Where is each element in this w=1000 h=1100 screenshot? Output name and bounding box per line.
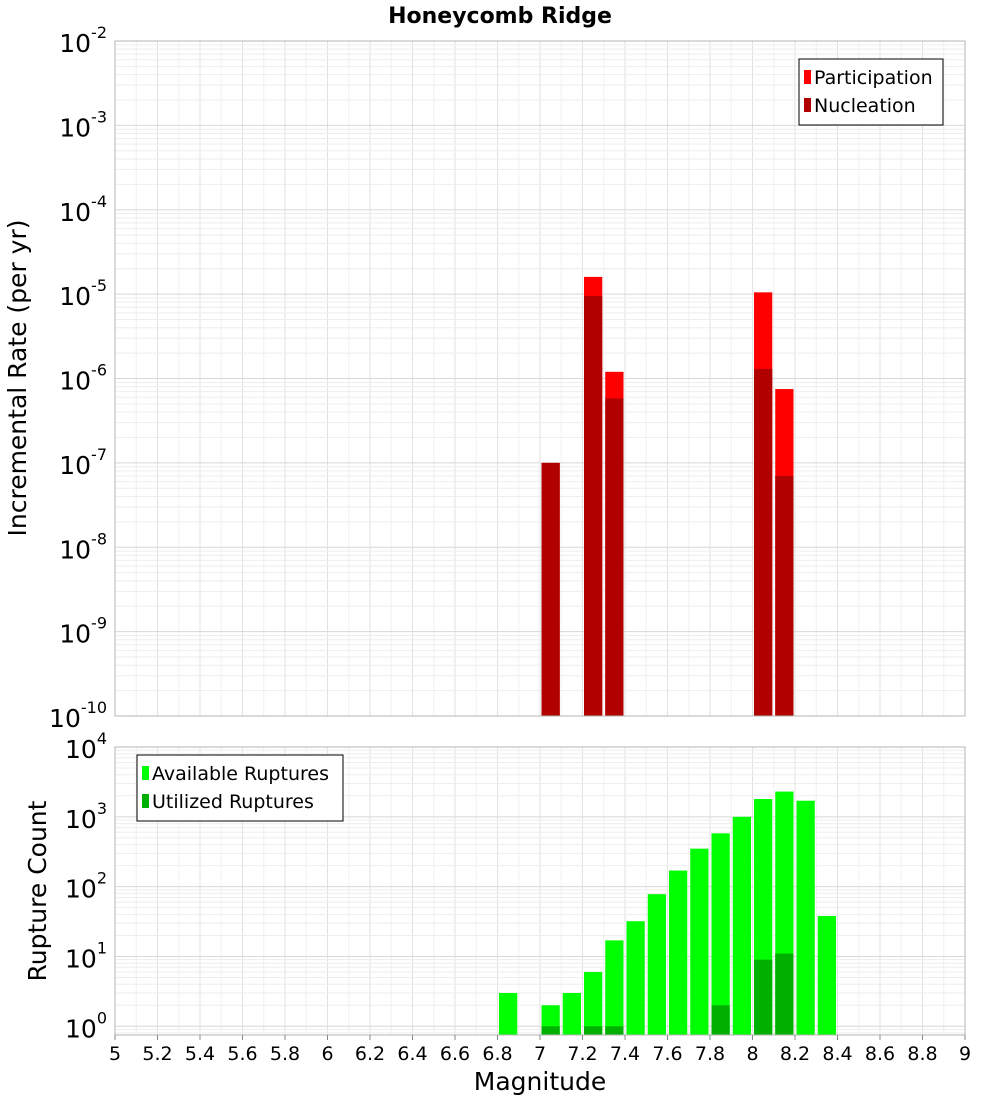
x-tick-label: 7.2 xyxy=(567,1043,597,1065)
bar-available-ruptures xyxy=(711,833,730,1035)
bar-available-ruptures xyxy=(796,800,815,1035)
x-tick-label: 7.6 xyxy=(652,1043,682,1065)
y-tick-label: 10-7 xyxy=(59,445,107,480)
top-y-axis-label: Incremental Rate (per yr) xyxy=(3,220,32,537)
bar-nucleation xyxy=(775,475,794,716)
legend-swatch xyxy=(804,70,811,84)
legend-swatch xyxy=(804,98,811,112)
x-tick-label: 6.8 xyxy=(482,1043,512,1065)
plot-frame-0 xyxy=(114,40,966,717)
legend-label: Participation xyxy=(814,67,933,89)
y-tick-label: 10-3 xyxy=(59,107,107,142)
x-tick-label: 6.2 xyxy=(355,1043,385,1065)
bar-nucleation xyxy=(605,398,624,716)
x-tick-label: 8.8 xyxy=(907,1043,937,1065)
y-tick-label: 100 xyxy=(65,1008,107,1043)
legend-swatch xyxy=(142,766,149,780)
bar-nucleation xyxy=(584,296,603,716)
x-tick-label: 7 xyxy=(534,1043,546,1065)
x-tick-label: 5.4 xyxy=(185,1043,215,1065)
bar-nucleation xyxy=(754,368,773,716)
x-tick-label: 5.2 xyxy=(142,1043,172,1065)
y-tick-label: 10-8 xyxy=(59,529,107,564)
x-tick-label: 5 xyxy=(109,1043,121,1065)
legend-label: Nucleation xyxy=(814,95,916,117)
bar-utilized-ruptures xyxy=(711,1005,730,1035)
bar-nucleation xyxy=(541,462,560,716)
bar-available-ruptures xyxy=(690,848,709,1035)
bar-utilized-ruptures xyxy=(584,1026,603,1035)
x-tick-label: 6.4 xyxy=(397,1043,427,1065)
bar-available-ruptures xyxy=(669,870,688,1035)
top-legend xyxy=(798,58,944,126)
y-tick-label: 10-6 xyxy=(59,361,107,396)
x-tick-label: 8.4 xyxy=(822,1043,852,1065)
bar-utilized-ruptures xyxy=(541,1026,560,1035)
legend-swatch xyxy=(142,794,149,808)
bar-available-ruptures xyxy=(499,992,518,1035)
bottom-legend xyxy=(136,754,344,822)
x-tick-label: 8.6 xyxy=(865,1043,895,1065)
y-tick-label: 104 xyxy=(65,729,107,764)
chart-title: Honeycomb Ridge xyxy=(388,4,612,29)
x-tick-label: 6.6 xyxy=(440,1043,470,1065)
x-tick-label: 5.8 xyxy=(270,1043,300,1065)
legend-label: Available Ruptures xyxy=(152,763,329,785)
x-axis-label: Magnitude xyxy=(474,1067,606,1096)
x-tick-label: 6 xyxy=(321,1043,333,1065)
bar-available-ruptures xyxy=(817,915,836,1035)
y-tick-label: 10-2 xyxy=(59,23,107,58)
bar-available-ruptures xyxy=(562,992,581,1035)
bar-utilized-ruptures xyxy=(754,959,773,1035)
x-tick-label: 7.8 xyxy=(695,1043,725,1065)
x-tick-label: 5.6 xyxy=(227,1043,257,1065)
y-tick-label: 101 xyxy=(65,938,107,973)
x-tick-label: 9 xyxy=(959,1043,971,1065)
y-tick-label: 10-10 xyxy=(49,698,107,733)
x-tick-label: 8 xyxy=(746,1043,758,1065)
y-tick-label: 10-4 xyxy=(59,192,107,227)
y-tick-label: 103 xyxy=(65,799,107,834)
bar-available-ruptures xyxy=(605,940,624,1035)
bottom-y-axis-label: Rupture Count xyxy=(23,800,52,981)
bar-available-ruptures xyxy=(732,816,751,1035)
y-tick-label: 10-5 xyxy=(59,276,107,311)
y-tick-label: 10-9 xyxy=(59,614,107,649)
legend-label: Utilized Ruptures xyxy=(152,791,314,813)
bar-available-ruptures xyxy=(626,921,645,1035)
y-tick-label: 102 xyxy=(65,869,107,904)
bar-available-ruptures xyxy=(647,894,666,1035)
x-tick-label: 8.2 xyxy=(780,1043,810,1065)
x-tick-label: 7.4 xyxy=(610,1043,640,1065)
bar-utilized-ruptures xyxy=(605,1026,624,1035)
bar-utilized-ruptures xyxy=(775,953,794,1035)
bar-available-ruptures xyxy=(584,971,603,1035)
